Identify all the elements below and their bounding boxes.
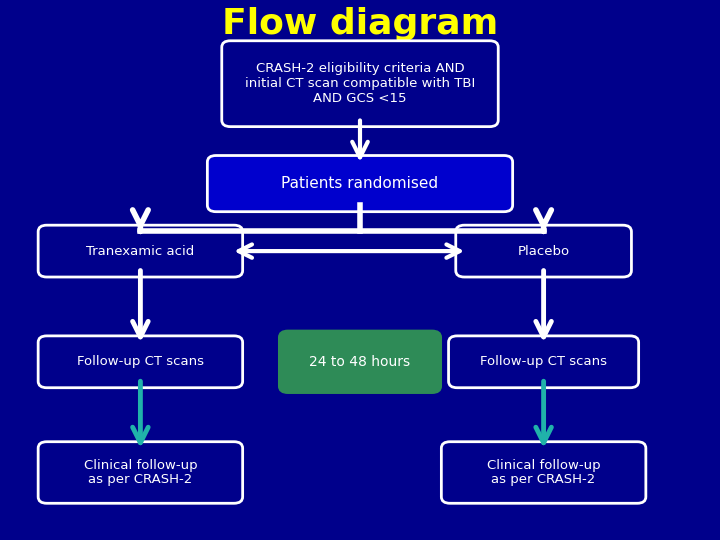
Text: Flow diagram: Flow diagram	[222, 8, 498, 41]
Text: Tranexamic acid: Tranexamic acid	[86, 245, 194, 258]
Text: Clinical follow-up
as per CRASH-2: Clinical follow-up as per CRASH-2	[487, 458, 600, 487]
Text: Follow-up CT scans: Follow-up CT scans	[77, 355, 204, 368]
FancyBboxPatch shape	[222, 40, 498, 126]
FancyBboxPatch shape	[38, 225, 243, 277]
Text: Follow-up CT scans: Follow-up CT scans	[480, 355, 607, 368]
Text: 24 to 48 hours: 24 to 48 hours	[310, 355, 410, 369]
FancyBboxPatch shape	[449, 336, 639, 388]
FancyBboxPatch shape	[207, 156, 513, 212]
FancyBboxPatch shape	[38, 336, 243, 388]
Text: CRASH-2 eligibility criteria AND
initial CT scan compatible with TBI
AND GCS <15: CRASH-2 eligibility criteria AND initial…	[245, 62, 475, 105]
FancyBboxPatch shape	[38, 442, 243, 503]
FancyBboxPatch shape	[456, 225, 631, 277]
Text: Clinical follow-up
as per CRASH-2: Clinical follow-up as per CRASH-2	[84, 458, 197, 487]
Text: Placebo: Placebo	[518, 245, 570, 258]
FancyBboxPatch shape	[441, 442, 646, 503]
FancyBboxPatch shape	[279, 331, 441, 393]
Text: Patients randomised: Patients randomised	[282, 176, 438, 191]
